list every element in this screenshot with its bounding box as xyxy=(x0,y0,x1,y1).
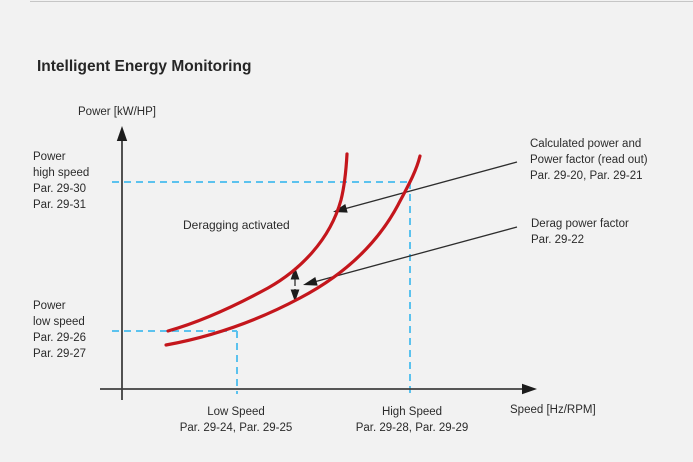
low-speed-label: Low Speed Par. 29-24, Par. 29-25 xyxy=(179,406,293,434)
power-low-speed-label: Power low speed Par. 29-26 Par. 29-27 xyxy=(33,300,87,360)
calculated-power-leader-arrow xyxy=(333,161,518,213)
x-axis-label: Speed [Hz/RPM] xyxy=(510,404,596,416)
diagram-title: Intelligent Energy Monitoring xyxy=(37,58,252,75)
guide-power-high-speed xyxy=(112,181,411,394)
derag-delta-double-arrow xyxy=(290,267,300,302)
y-axis xyxy=(116,126,128,400)
high-speed-label: High Speed Par. 29-28, Par. 29-29 xyxy=(355,406,469,434)
derag-power-factor-label: Derag power factor Par. 29-22 xyxy=(531,218,629,246)
deragged-power-curve xyxy=(166,152,349,333)
calculated-power-curve xyxy=(164,154,422,347)
calculated-power-label: Calculated power and Power factor (read … xyxy=(530,138,648,182)
top-border-rule xyxy=(30,1,693,2)
y-axis-label: Power [kW/HP] xyxy=(78,106,156,118)
deragging-activated-label: Deragging activated xyxy=(183,218,290,232)
derag-power-factor-leader-arrow xyxy=(303,226,518,286)
guide-power-low-speed xyxy=(112,330,238,394)
power-high-speed-label: Power high speed Par. 29-30 Par. 29-31 xyxy=(33,151,90,211)
x-axis xyxy=(100,383,537,395)
